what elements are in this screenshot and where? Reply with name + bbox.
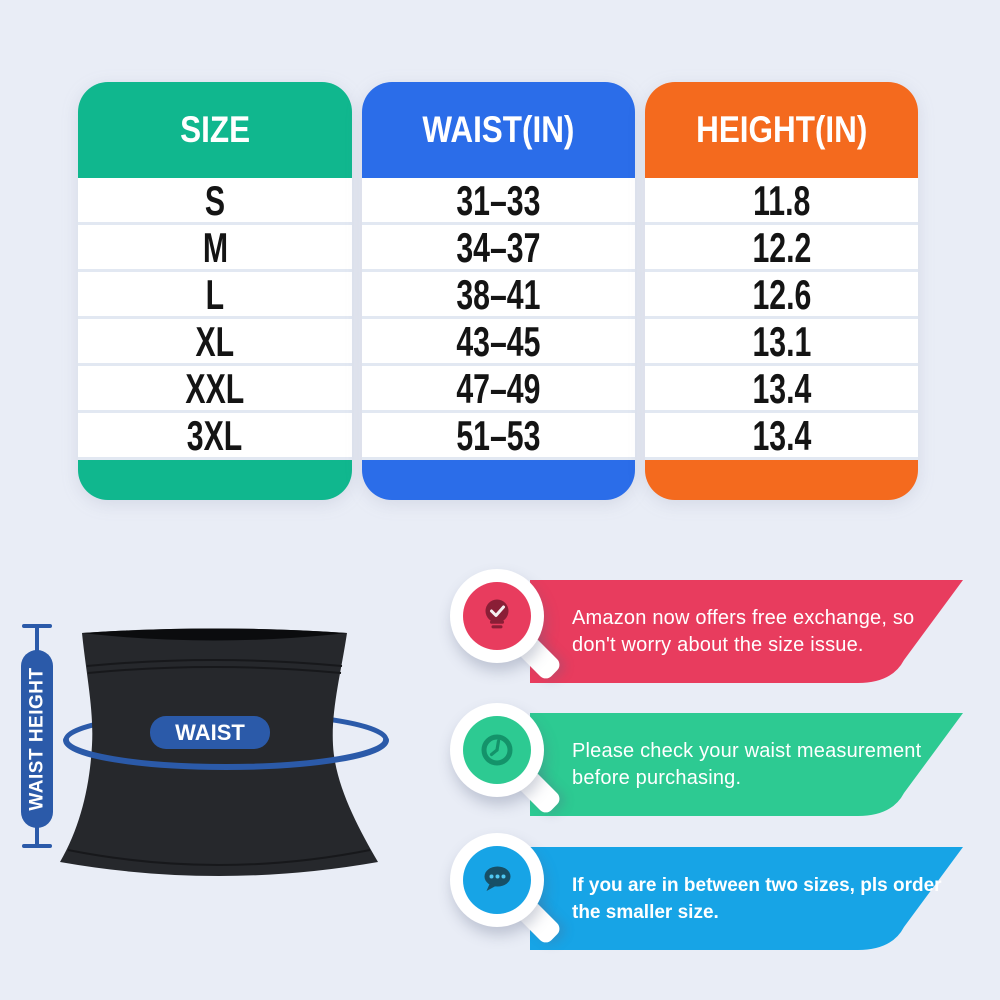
table-cell-waist: 31–33 bbox=[362, 177, 635, 225]
height-label: WAIST HEIGHT bbox=[27, 667, 48, 810]
table-cell-height: 13.4 bbox=[645, 412, 918, 460]
callout-text-exchange: Amazon now offers free exchange, so don'… bbox=[572, 606, 915, 656]
column-header-label: HEIGHT(IN) bbox=[695, 109, 868, 150]
table-cell-waist: 43–45 bbox=[362, 318, 635, 366]
table-cell-height: 12.6 bbox=[645, 271, 918, 319]
table-cell-waist: 38–41 bbox=[362, 271, 635, 319]
table-cell-size: XL bbox=[78, 318, 352, 366]
table-column-height: HEIGHT(IN) 11.8 12.2 12.6 13.1 13.4 13.4 bbox=[645, 82, 918, 500]
waist-trainer-diagram: WAIST HEIGHT WAIST bbox=[21, 624, 389, 876]
column-header-size: SIZE bbox=[78, 82, 352, 178]
callout-ribbon-exchange bbox=[530, 580, 963, 683]
waist-trainer-illustration bbox=[60, 628, 378, 876]
table-cell-waist: 34–37 bbox=[362, 224, 635, 272]
column-header-waist: WAIST(IN) bbox=[362, 82, 635, 178]
column-footer-height bbox=[645, 460, 918, 500]
column-header-label: WAIST(IN) bbox=[422, 109, 575, 150]
table-cell-size: 3XL bbox=[78, 412, 352, 460]
clock-icon bbox=[463, 716, 531, 784]
callout-text-between-sizes: If you are in between two sizes, pls ord… bbox=[572, 874, 942, 923]
table-cell-size: L bbox=[78, 271, 352, 319]
table-cell-size: M bbox=[78, 224, 352, 272]
column-footer-size bbox=[78, 460, 352, 500]
column-header-height: HEIGHT(IN) bbox=[645, 82, 918, 178]
column-header-label: SIZE bbox=[180, 109, 250, 150]
table-cell-height: 11.8 bbox=[645, 177, 918, 225]
height-measure-line: WAIST HEIGHT bbox=[21, 624, 53, 848]
waist-label-pill: WAIST bbox=[150, 716, 270, 749]
chat-icon bbox=[463, 846, 531, 914]
table-cell-waist: 47–49 bbox=[362, 365, 635, 413]
table-cell-size: S bbox=[78, 177, 352, 225]
table-cell-height: 13.4 bbox=[645, 365, 918, 413]
waist-measure-ellipse-front bbox=[63, 737, 389, 770]
table-cell-size: XXL bbox=[78, 365, 352, 413]
table-cell-waist: 51–53 bbox=[362, 412, 635, 460]
callout-ribbon-measure bbox=[530, 713, 963, 816]
table-cell-height: 12.2 bbox=[645, 224, 918, 272]
table-column-size: SIZE S M L XL XXL 3XL bbox=[78, 82, 352, 500]
table-cell-height: 13.1 bbox=[645, 318, 918, 366]
lightbulb-check-icon bbox=[463, 582, 531, 650]
height-label-pill bbox=[21, 650, 53, 828]
callout-text-measure: Please check your waist measurement befo… bbox=[572, 739, 922, 789]
garment-opening bbox=[82, 628, 347, 641]
callout-ribbon-between-sizes bbox=[530, 847, 963, 950]
waist-label: WAIST bbox=[175, 720, 245, 745]
table-column-waist: WAIST(IN) 31–33 34–37 38–41 43–45 47–49 … bbox=[362, 82, 635, 500]
column-footer-waist bbox=[362, 460, 635, 500]
